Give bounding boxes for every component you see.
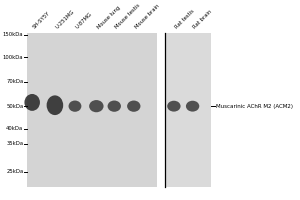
FancyBboxPatch shape <box>166 33 211 187</box>
Text: 25kDa: 25kDa <box>6 169 23 174</box>
Text: 50kDa: 50kDa <box>6 104 23 109</box>
Text: Mouse testis: Mouse testis <box>114 3 141 30</box>
Ellipse shape <box>167 101 181 112</box>
Text: Muscarinic AChR M2 (ACM2): Muscarinic AChR M2 (ACM2) <box>216 104 293 109</box>
Text: 35kDa: 35kDa <box>6 141 23 146</box>
Ellipse shape <box>24 94 40 111</box>
FancyBboxPatch shape <box>27 33 157 187</box>
Text: SH-SY5Y: SH-SY5Y <box>32 11 52 30</box>
Ellipse shape <box>89 100 103 112</box>
Text: 150kDa: 150kDa <box>3 32 23 37</box>
Text: Rat testis: Rat testis <box>174 9 195 30</box>
Text: Mouse brain: Mouse brain <box>134 4 160 30</box>
Text: U-87MG: U-87MG <box>75 12 93 30</box>
Text: U-251MG: U-251MG <box>55 9 76 30</box>
Ellipse shape <box>127 101 140 112</box>
Text: Rat brain: Rat brain <box>193 9 213 30</box>
Ellipse shape <box>108 101 121 112</box>
Text: 100kDa: 100kDa <box>3 55 23 60</box>
Text: 40kDa: 40kDa <box>6 126 23 131</box>
Ellipse shape <box>68 101 81 112</box>
Ellipse shape <box>46 95 63 115</box>
Text: Mouse lung: Mouse lung <box>96 5 121 30</box>
Text: 70kDa: 70kDa <box>6 79 23 84</box>
Ellipse shape <box>186 101 199 112</box>
